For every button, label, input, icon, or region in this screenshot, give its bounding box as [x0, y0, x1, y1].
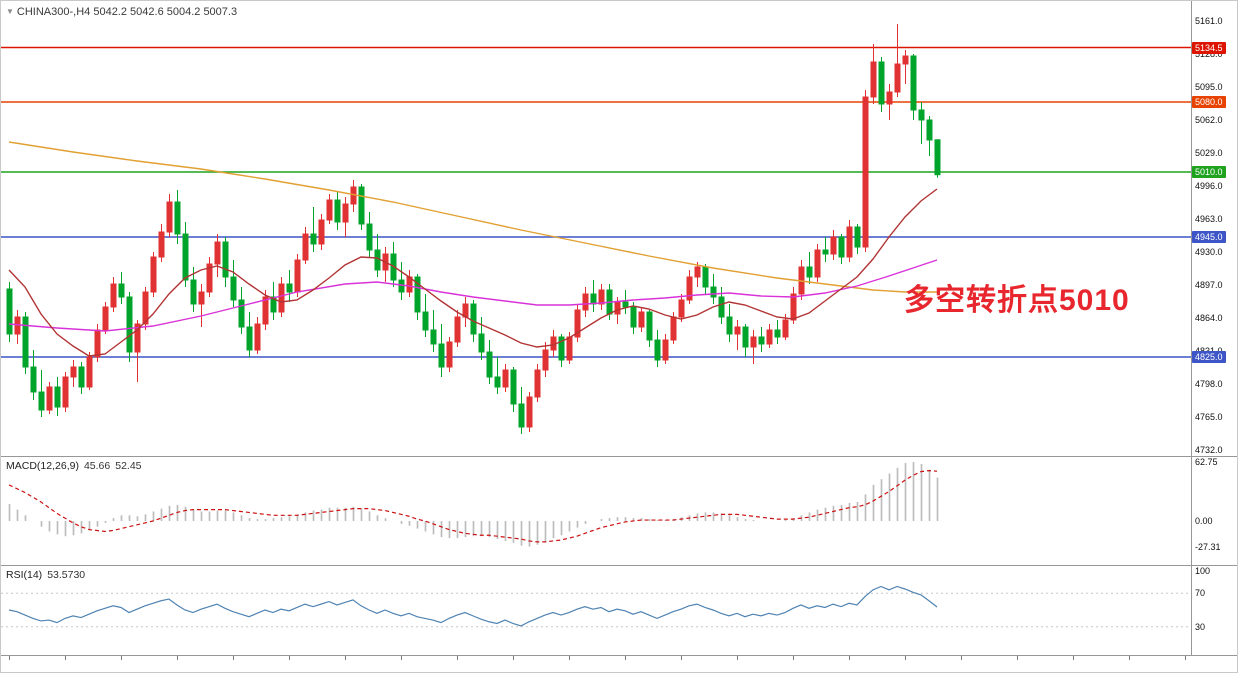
price-axis-label: 4963.0	[1195, 214, 1223, 224]
time-tick	[401, 656, 402, 660]
annotation-text: 多空转折点5010	[904, 284, 1130, 317]
rsi-panel: RSI(14) 53.5730 100 70 30	[1, 566, 1237, 655]
main-chart-panel: ▼ CHINA300-,H4 5042.2 5042.6 5004.2 5007.…	[1, 1, 1237, 456]
time-tick	[177, 656, 178, 660]
rsi-chart[interactable]	[1, 566, 1191, 655]
time-tick	[1129, 656, 1130, 660]
price-line-badge: 5134.5	[1192, 41, 1226, 54]
price-axis-label: 4864.0	[1195, 313, 1223, 323]
rsi-label: RSI(14) 53.5730	[6, 569, 85, 581]
price-line-badge: 5010.0	[1192, 166, 1226, 178]
price-axis-label: 5062.0	[1195, 115, 1223, 125]
price-axis-label: 4765.0	[1195, 412, 1223, 422]
time-tick	[793, 656, 794, 660]
rsi-axis: 100 70 30	[1191, 566, 1237, 655]
time-tick	[9, 656, 10, 660]
macd-label: MACD(12,26,9) 45.66 52.45	[6, 460, 142, 472]
time-tick	[625, 656, 626, 660]
price-axis-label: 5161.0	[1195, 16, 1223, 26]
time-tick	[681, 656, 682, 660]
rsi-value: 53.5730	[47, 569, 86, 581]
rsi-name: RSI(14)	[6, 569, 43, 581]
time-tick	[1185, 656, 1186, 660]
time-tick	[121, 656, 122, 660]
time-tick	[737, 656, 738, 660]
price-axis-label: 5128.0	[1195, 49, 1223, 59]
macd-name: MACD(12,26,9)	[6, 460, 79, 472]
price-line-badge: 5080.0	[1192, 96, 1226, 108]
price-axis-label: 4897.0	[1195, 280, 1223, 290]
price-axis-label: 5029.0	[1195, 148, 1223, 158]
price-axis-label: 4930.0	[1195, 247, 1223, 257]
candlestick-chart[interactable]	[1, 1, 1191, 456]
candles-series	[6, 24, 941, 434]
chart-title-text: CHINA300-,H4 5042.2 5042.6 5004.2 5007.3	[16, 6, 238, 18]
time-tick	[849, 656, 850, 660]
ma-fast	[8, 188, 938, 357]
price-axis-label: 4996.0	[1195, 181, 1223, 191]
time-tick	[961, 656, 962, 660]
macd-panel: MACD(12,26,9) 45.66 52.45 62.75 0.00 -27.31	[1, 457, 1237, 565]
panel-divider	[1, 565, 1237, 566]
time-axis[interactable]	[1, 656, 1237, 671]
macd-histogram	[8, 462, 939, 547]
rsi-axis-label: 100	[1195, 566, 1211, 576]
macd-axis-label: 0.00	[1195, 516, 1213, 526]
macd-chart[interactable]	[1, 457, 1191, 565]
macd-signal-line	[8, 470, 938, 543]
time-tick	[457, 656, 458, 660]
time-tick	[345, 656, 346, 660]
rsi-line	[8, 585, 938, 627]
price-line-badge: 4945.0	[1192, 231, 1226, 243]
price-axis-label: 4732.0	[1195, 445, 1223, 455]
ma-mid	[8, 259, 938, 332]
price-axis-label: 4798.0	[1195, 379, 1223, 389]
time-tick	[233, 656, 234, 660]
time-tick	[65, 656, 66, 660]
price-axis-label: 5095.0	[1195, 82, 1223, 92]
panel-divider	[1, 655, 1237, 656]
time-tick	[289, 656, 290, 660]
chart-title: ▼ CHINA300-,H4 5042.2 5042.6 5004.2 5007.…	[6, 6, 237, 18]
time-tick	[905, 656, 906, 660]
ma-slow	[8, 141, 937, 293]
rsi-axis-label: 70	[1195, 588, 1206, 599]
macd-main-value: 45.66	[83, 460, 111, 472]
macd-axis-label: -27.31	[1195, 541, 1221, 552]
horizontal-lines[interactable]	[1, 46, 1191, 358]
time-tick	[569, 656, 570, 660]
time-tick	[1073, 656, 1074, 660]
price-line-badge: 4825.0	[1192, 351, 1226, 363]
macd-signal-value: 52.45	[115, 460, 142, 472]
panel-divider	[1, 456, 1237, 457]
macd-axis-label: 62.75	[1195, 457, 1218, 467]
price-axis: 5161.0 5128.0 5095.0 5062.0 5029.0 4996.0 4963…	[1191, 1, 1237, 456]
rsi-axis-label: 30	[1195, 621, 1206, 632]
time-tick	[1017, 656, 1018, 660]
macd-axis: 62.75 0.00 -27.31	[1191, 457, 1237, 565]
symbol-dropdown-icon[interactable]: ▼	[6, 7, 14, 16]
time-tick	[513, 656, 514, 660]
